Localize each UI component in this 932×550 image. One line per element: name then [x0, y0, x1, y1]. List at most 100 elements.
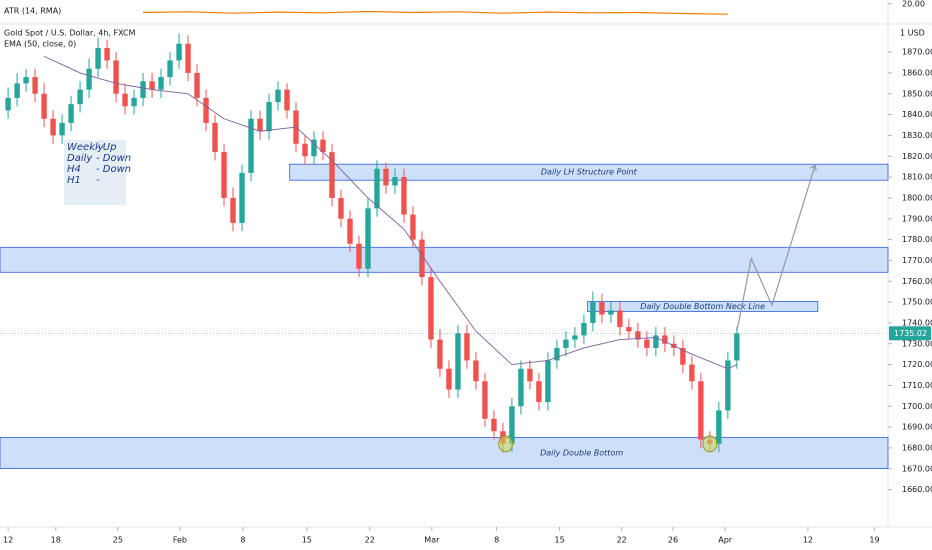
candle-body	[122, 93, 128, 107]
candle-body	[59, 122, 65, 136]
candle-body	[194, 72, 200, 98]
candle-body	[734, 333, 740, 361]
atr-tick-label: 20.00	[902, 0, 925, 9]
candle-body	[473, 360, 479, 382]
candle-body	[311, 139, 317, 157]
candle-body	[239, 172, 245, 223]
candle-body	[347, 218, 353, 244]
candle-body	[545, 360, 551, 403]
x-tick-label: 8	[240, 536, 245, 545]
candle-body	[167, 60, 173, 78]
last-price-tag	[889, 326, 931, 341]
candle-body	[185, 43, 191, 73]
x-tick-label: 26	[668, 536, 678, 545]
x-tick-label: 22	[617, 536, 627, 545]
y-tick-label: 1690.00	[902, 423, 932, 432]
x-tick-label: Apr	[718, 536, 733, 545]
candle-body	[383, 168, 389, 186]
candle-body	[149, 81, 155, 90]
candle-body	[257, 118, 263, 132]
candle-body	[599, 302, 605, 315]
y-tick-label: 1720.00	[902, 360, 932, 369]
zone-label: Daily LH Structure Point	[541, 168, 638, 177]
y-tick-label: 1830.00	[902, 131, 932, 140]
candle-body	[32, 77, 38, 94]
x-tick-label: 25	[113, 536, 123, 545]
candle-body	[131, 97, 137, 107]
y-tick-label: 1750.00	[902, 298, 932, 307]
candle-body	[338, 197, 344, 219]
candle-body	[680, 347, 686, 365]
y-tick-label: 1760.00	[902, 277, 932, 286]
chart-title: Gold Spot / U.S. Dollar, 4h, FXCM	[4, 29, 136, 38]
candle-body	[725, 360, 731, 411]
candle-body	[491, 418, 497, 432]
candle-body	[590, 302, 596, 323]
candle-body	[572, 335, 578, 340]
bias-key: H4	[67, 164, 81, 175]
x-tick-label: Mar	[424, 536, 440, 545]
currency-label: 1 USD	[900, 29, 925, 38]
y-tick-label: 1780.00	[902, 235, 932, 244]
bias-key: Daily	[67, 153, 93, 164]
candle-body	[320, 139, 326, 153]
x-tick-label: 22	[365, 536, 375, 545]
candle-body	[410, 214, 416, 240]
projection-line	[736, 165, 816, 332]
zone	[0, 437, 889, 469]
y-tick-label: 1710.00	[902, 381, 932, 390]
x-tick-label: 12	[3, 536, 13, 545]
candle-body	[14, 83, 20, 98]
candle-body	[653, 335, 659, 348]
candle-body	[554, 347, 560, 361]
candle-body	[284, 89, 290, 111]
candle-body	[716, 410, 722, 444]
candle-body	[536, 381, 542, 403]
candle-body	[401, 177, 407, 215]
candle-body	[212, 122, 218, 153]
candle-body	[275, 89, 281, 103]
bias-key: H1	[67, 175, 81, 186]
y-tick-label: 1810.00	[902, 173, 932, 182]
x-tick-label: 12	[803, 536, 813, 545]
bias-box	[64, 140, 126, 205]
candle-body	[203, 97, 209, 123]
candle-body	[644, 339, 650, 348]
y-tick-label: 1740.00	[902, 318, 932, 327]
y-tick-label: 1870.00	[902, 48, 932, 57]
bias-key: Weekly	[67, 142, 105, 153]
candle-body	[5, 97, 11, 111]
y-tick-label: 1800.00	[902, 193, 932, 202]
candle-body	[626, 327, 632, 332]
candle-body	[68, 104, 74, 123]
candle-body	[509, 406, 515, 444]
candle-body	[50, 118, 56, 136]
candle-body	[248, 118, 254, 173]
candle-body	[23, 77, 29, 84]
y-tick-label: 1850.00	[902, 89, 932, 98]
candle-body	[419, 239, 425, 278]
candle-body	[41, 93, 47, 119]
candle-body	[581, 322, 587, 336]
y-tick-label: 1770.00	[902, 256, 932, 265]
atr-line	[143, 10, 728, 15]
candle-body	[158, 77, 164, 90]
candle-body	[176, 43, 182, 61]
candle-body	[464, 333, 470, 361]
candle-body	[266, 102, 272, 132]
zone	[289, 163, 889, 181]
candle-body	[365, 208, 371, 269]
candle-body	[221, 152, 227, 198]
candle-body	[140, 81, 146, 98]
candle-body	[455, 333, 461, 390]
bias-value: - Down	[96, 153, 131, 164]
candle-body	[95, 47, 101, 69]
y-tick-label: 1860.00	[902, 68, 932, 77]
candle-body	[527, 368, 533, 382]
candle-body	[446, 368, 452, 390]
zone	[587, 301, 819, 312]
candle-body	[302, 143, 308, 157]
candle-body	[698, 381, 704, 440]
y-tick-label: 1730.00	[902, 339, 932, 348]
